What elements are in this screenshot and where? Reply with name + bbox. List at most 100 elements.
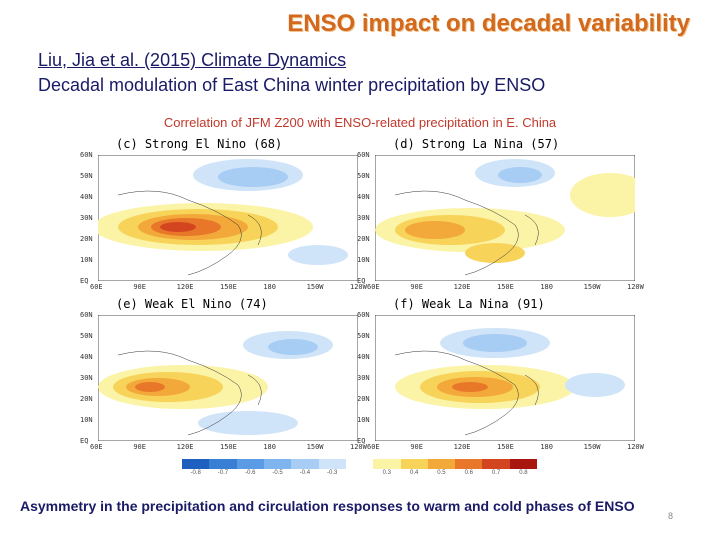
lat-tick-label: 30N <box>357 374 370 382</box>
colorbar-swatch <box>182 459 210 469</box>
slide-title: ENSO impact on decadal variability <box>287 10 690 37</box>
correlation-map <box>375 155 635 281</box>
lat-tick-label: 60N <box>357 311 370 319</box>
colorbar-swatch <box>345 459 374 469</box>
lon-tick-label: 180 <box>263 283 276 291</box>
lat-tick-label: 10N <box>357 416 370 424</box>
lon-tick-label: 60E <box>90 283 103 291</box>
figure-caption: Correlation of JFM Z200 with ENSO-relate… <box>163 115 557 130</box>
correlation-map <box>375 315 635 441</box>
colorbar-swatch <box>455 459 483 469</box>
lat-tick-label: 40N <box>80 353 93 361</box>
colorbar-swatch <box>291 459 319 469</box>
lon-tick-label: 150E <box>220 443 237 451</box>
lat-tick-label: 10N <box>80 416 93 424</box>
correlation-map <box>98 315 358 441</box>
colorbar-swatch <box>209 459 237 469</box>
lon-tick-label: 120W <box>627 283 644 291</box>
lon-tick-label: 120W <box>350 283 367 291</box>
colorbar-tick-label: -0.7 <box>217 470 229 476</box>
colorbar-tick-label <box>346 470 373 480</box>
lon-tick-label: 150E <box>220 283 237 291</box>
panel-weak-el-nino: (e) Weak El Nino (74) 60N 50N 40N 30N 20N 10N… <box>78 297 368 457</box>
lon-tick-label: 150W <box>306 443 324 451</box>
colorbar-tick-label: -0.6 <box>245 470 256 476</box>
colorbar <box>182 459 538 469</box>
lat-tick-label: 30N <box>80 374 93 382</box>
colorbar-tick-label: -0.8 <box>190 470 201 476</box>
lon-tick-label: 120E <box>176 443 194 451</box>
lat-tick-label: 50N <box>357 332 370 340</box>
lon-tick-label: 120E <box>453 283 471 291</box>
correlation-map <box>98 155 358 281</box>
lon-tick-label: 150W <box>583 283 601 291</box>
page-number: 8 <box>668 511 674 521</box>
lon-tick-label: 150W <box>306 283 324 291</box>
lon-tick-label: 120E <box>453 443 471 451</box>
panel-strong-la-nina: (d) Strong La Nina (57) 60N 50N 40N 30N 20N 1… <box>355 137 645 297</box>
lon-tick-label: 120W <box>350 443 367 451</box>
lat-tick-label: 10N <box>357 256 370 264</box>
reference: Liu, Jia et al. (2015) Climate Dynamics <box>38 50 347 70</box>
lat-tick-label: 20N <box>80 395 93 403</box>
colorbar-tick-label: -0.3 <box>327 470 338 476</box>
subtitle: Decadal modulation of East China winter … <box>38 75 546 95</box>
colorbar-tick-label: -0.5 <box>272 470 283 476</box>
lon-tick-label: 180 <box>540 283 553 291</box>
lat-tick-label: 20N <box>357 235 370 243</box>
footer-caption: Asymmetry in the precipitation and circu… <box>20 498 635 514</box>
lon-tick-label: 150E <box>497 283 514 291</box>
colorbar-swatch <box>400 459 428 469</box>
lat-tick-label: 10N <box>80 256 93 264</box>
colorbar-swatch <box>318 459 346 469</box>
lat-tick-label: 50N <box>80 172 93 180</box>
lat-tick-label: 50N <box>80 332 93 340</box>
lat-tick-label: 20N <box>357 395 370 403</box>
lat-tick-label: EQ <box>80 437 89 445</box>
colorbar-swatch <box>482 459 510 469</box>
colorbar-swatch <box>373 459 401 469</box>
lon-tick-label: 150E <box>497 443 514 451</box>
colorbar-tick-label: 0.4 <box>409 470 419 476</box>
panel-label: (e) Weak El Nino (74) <box>116 297 268 311</box>
lat-tick-label: 60N <box>80 151 93 159</box>
lon-tick-label: 60E <box>90 443 103 451</box>
lon-tick-label: 90E <box>410 283 423 291</box>
lon-tick-label: 90E <box>133 283 146 291</box>
panel-label: (d) Strong La Nina (57) <box>393 137 560 151</box>
lon-tick-label: 60E <box>367 443 380 451</box>
lat-tick-label: 40N <box>357 193 370 201</box>
colorbar-swatch <box>236 459 264 469</box>
lat-tick-label: 40N <box>357 353 370 361</box>
lon-tick-label: 90E <box>133 443 146 451</box>
panel-strong-el-nino: (c) Strong El Nino (68) 60N 50N 40N 30N 20N 1… <box>78 137 368 297</box>
lon-tick-label: 150W <box>583 443 601 451</box>
lat-tick-label: 50N <box>357 172 370 180</box>
colorbar-tick-label: -0.4 <box>299 470 311 476</box>
panel-weak-la-nina: (f) Weak La Nina (91) 60N 50N 40N 30N 20N 10N… <box>355 297 645 457</box>
lat-tick-label: 30N <box>357 214 370 222</box>
lon-tick-label: 60E <box>367 283 380 291</box>
lat-tick-label: 40N <box>80 193 93 201</box>
lon-tick-label: 180 <box>540 443 553 451</box>
lon-tick-label: 90E <box>410 443 423 451</box>
lat-tick-label: 60N <box>357 151 370 159</box>
lat-tick-label: 30N <box>80 214 93 222</box>
panel-label: (f) Weak La Nina (91) <box>393 297 545 311</box>
panel-label: (c) Strong El Nino (68) <box>116 137 283 151</box>
colorbar-swatch <box>263 459 292 469</box>
lat-tick-label: EQ <box>357 277 366 285</box>
lat-tick-label: EQ <box>80 277 89 285</box>
lat-tick-label: 20N <box>80 235 93 243</box>
colorbar-tick-label: 0.7 <box>491 470 501 476</box>
lon-tick-label: 180 <box>263 443 276 451</box>
colorbar-tick-label: 0.6 <box>464 470 473 476</box>
colorbar-labels: -0.8 -0.7 -0.6 -0.5 -0.4 -0.3 0.3 0.4 0.5 0.6 0.7 0… <box>182 470 537 480</box>
colorbar-tick-label: 0.5 <box>437 470 446 476</box>
lat-tick-label: EQ <box>357 437 366 445</box>
colorbar-swatch <box>427 459 456 469</box>
colorbar-swatch <box>509 459 538 469</box>
lon-tick-label: 120E <box>176 283 194 291</box>
colorbar-tick-label: 0.8 <box>519 470 528 476</box>
lat-tick-label: 60N <box>80 311 93 319</box>
